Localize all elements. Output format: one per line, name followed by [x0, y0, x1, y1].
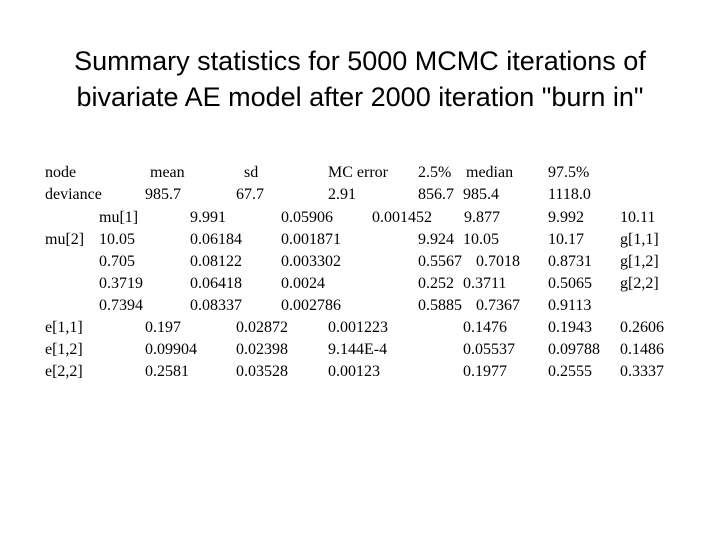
table-cell: deviance	[45, 184, 102, 206]
table-cell: 0.3719	[99, 273, 143, 295]
table-cell: 0.7394	[99, 295, 143, 317]
table-cell: 0.5567	[418, 251, 462, 273]
table-header-mean: mean	[150, 162, 185, 184]
table-cell: mu[2]	[45, 229, 84, 251]
table-cell: 0.1943	[548, 317, 592, 339]
table-cell: 0.05537	[463, 339, 515, 361]
table-cell: 0.3337	[620, 361, 664, 383]
table-cell: 0.02398	[236, 339, 288, 361]
table-cell: 10.05	[99, 229, 135, 251]
table-cell: 985.7	[145, 184, 181, 206]
table-cell: 0.7018	[476, 251, 520, 273]
table-header-97-5-percent: 97.5%	[548, 162, 589, 184]
slide-title-line-2: bivariate AE model after 2000 iteration …	[0, 80, 720, 114]
table-cell: 0.1486	[620, 339, 664, 361]
table-cell: 856.7	[418, 184, 454, 206]
table-cell: g[1,1]	[620, 229, 659, 251]
table-cell: 67.7	[236, 184, 264, 206]
table-cell: 0.9113	[548, 295, 591, 317]
table-header-mc-error: MC error	[328, 162, 388, 184]
table-cell: 10.17	[548, 229, 584, 251]
table-cell: 0.2581	[145, 361, 189, 383]
table-cell: 0.06184	[190, 229, 242, 251]
table-cell: 10.11	[620, 207, 655, 229]
table-cell: 10.05	[463, 229, 499, 251]
table-cell: 0.197	[145, 317, 181, 339]
table-cell: 0.08337	[190, 295, 242, 317]
table-cell: 0.3711	[463, 273, 506, 295]
table-cell: 9.877	[464, 207, 500, 229]
table-cell: 0.001452	[372, 207, 432, 229]
table-cell: g[2,2]	[620, 273, 659, 295]
table-cell: 0.0024	[281, 273, 325, 295]
table-header-median: median	[466, 162, 513, 184]
table-cell: 0.1476	[463, 317, 507, 339]
table-cell: 0.8731	[548, 251, 592, 273]
table-cell: mu[1]	[99, 207, 138, 229]
table-cell: 0.003302	[281, 251, 341, 273]
table-cell: 985.4	[463, 184, 499, 206]
table-cell: 0.08122	[190, 251, 242, 273]
table-cell: e[1,1]	[45, 317, 83, 339]
table-cell: 0.02872	[236, 317, 288, 339]
table-cell: 1118.0	[548, 184, 591, 206]
table-cell: 9.144E-4	[328, 339, 387, 361]
table-cell: 0.5065	[548, 273, 592, 295]
table-cell: 0.002786	[281, 295, 341, 317]
table-cell: 0.705	[99, 251, 135, 273]
table-cell: g[1,2]	[620, 251, 659, 273]
table-cell: 9.991	[190, 207, 226, 229]
table-cell: e[2,2]	[45, 361, 83, 383]
table-header-sd: sd	[244, 162, 258, 184]
table-cell: 0.001871	[281, 229, 341, 251]
table-cell: 9.924	[418, 229, 454, 251]
table-cell: 0.001223	[328, 317, 388, 339]
table-cell: 0.09904	[145, 339, 197, 361]
table-header-node: node	[45, 162, 76, 184]
table-cell: 0.06418	[190, 273, 242, 295]
table-header-2-5-percent: 2.5%	[418, 162, 451, 184]
table-cell: 0.5885	[418, 295, 462, 317]
table-cell: 2.91	[328, 184, 356, 206]
table-cell: 0.1977	[463, 361, 507, 383]
table-cell: 0.09788	[548, 339, 600, 361]
slide-title-line-1: Summary statistics for 5000 MCMC iterati…	[0, 44, 720, 78]
table-cell: 0.2606	[620, 317, 664, 339]
table-cell: e[1,2]	[45, 339, 83, 361]
table-cell: 0.03528	[236, 361, 288, 383]
table-cell: 0.252	[418, 273, 454, 295]
table-cell: 9.992	[548, 207, 584, 229]
table-cell: 0.00123	[328, 361, 380, 383]
table-cell: 0.2555	[548, 361, 592, 383]
table-cell: 0.7367	[476, 295, 520, 317]
table-cell: 0.05906	[281, 207, 333, 229]
